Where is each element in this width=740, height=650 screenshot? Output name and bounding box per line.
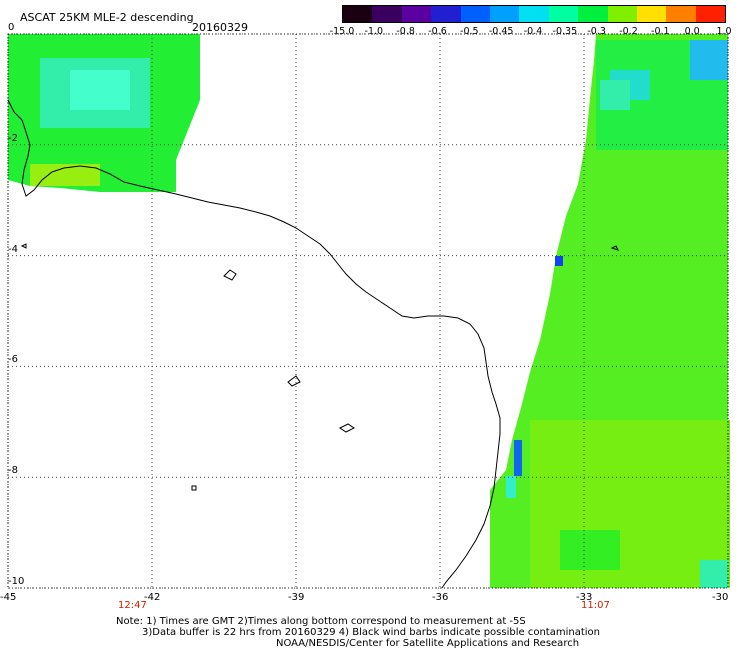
color-scale-label: -0.4 xyxy=(523,26,543,37)
color-scale-segment xyxy=(460,6,490,22)
color-scale-label: -0.8 xyxy=(396,26,415,37)
color-scale-label: -0.5 xyxy=(460,26,479,37)
color-scale-label: -1.0 xyxy=(364,26,384,37)
color-scale-segment xyxy=(666,6,696,22)
latitude-tick-label: -4 xyxy=(8,243,18,255)
swath-patch xyxy=(600,80,630,110)
plot-border xyxy=(7,33,729,589)
color-scale-label: 0.0 xyxy=(684,26,700,37)
color-scale-segment xyxy=(636,6,667,22)
color-scale-segment xyxy=(431,6,461,22)
color-scale-label: -0.2 xyxy=(619,26,638,37)
swath-patch xyxy=(700,560,728,588)
longitude-tick-label: -45 xyxy=(0,592,17,603)
coastline xyxy=(7,99,501,589)
longitude-tick-label: -42 xyxy=(144,592,161,603)
color-scale-segment xyxy=(607,6,637,22)
island-6 xyxy=(610,245,619,251)
color-scale-label: -0.6 xyxy=(428,26,447,37)
color-scale-label: -15.0 xyxy=(329,26,355,37)
credit-line: NOAA/NESDIS/Center for Satellite Applica… xyxy=(276,638,580,649)
swath-patch xyxy=(506,476,516,498)
longitude-tick-label: -30 xyxy=(712,592,729,603)
color-scale-segment xyxy=(343,6,373,22)
color-scale-label: -0.1 xyxy=(651,26,670,37)
latitude-tick-label: -8 xyxy=(8,465,18,477)
color-scale-segment xyxy=(489,6,520,22)
swath-patch xyxy=(690,40,728,80)
latitude-tick-label: -6 xyxy=(8,354,18,366)
plot-frame xyxy=(7,33,729,589)
island-5 xyxy=(20,243,27,249)
color-scale-segment xyxy=(519,6,549,22)
color-scale-segment xyxy=(578,6,608,22)
time-label-left: 12:47 xyxy=(118,600,147,611)
map-date: 20160329 xyxy=(192,21,248,34)
color-scale-label: 1.0 xyxy=(716,26,732,37)
color-scale-segment xyxy=(548,6,579,22)
swath-patch xyxy=(514,440,522,476)
color-scale-label: -0.3 xyxy=(587,26,606,37)
note-line-2: 3)Data buffer is 22 hrs from 20160329 4)… xyxy=(142,627,600,638)
swath-patch xyxy=(555,256,563,266)
island-4 xyxy=(191,485,197,491)
time-label-right: 11:07 xyxy=(581,600,610,611)
longitude-tick-label: -33 xyxy=(576,592,593,603)
longitude-tick-label: -39 xyxy=(288,592,305,603)
swath-patch xyxy=(30,164,100,186)
color-scale-segment xyxy=(401,6,432,22)
latitude-tick-label: -10 xyxy=(8,576,25,587)
color-scale-segment xyxy=(695,6,726,22)
island-1 xyxy=(223,269,237,281)
color-scale-labels: -15.0 -1.0 -0.8 -0.6 -0.5 -0.45 -0.4 -0.35 -0.3 -… xyxy=(329,26,734,38)
color-scale-segment xyxy=(372,6,402,22)
latitude-tick-label: -2 xyxy=(8,132,18,144)
scatterometer-swaths xyxy=(8,34,730,588)
swath-patch xyxy=(70,70,130,110)
note-line-1: Note: 1) Times are GMT 2)Times along bot… xyxy=(116,616,526,627)
map-title: ASCAT 25KM MLE-2 descending xyxy=(20,11,194,24)
swath-patch xyxy=(560,530,620,570)
latitude-tick-label: 0 xyxy=(8,22,15,33)
longitude-tick-label: -36 xyxy=(432,592,449,603)
color-scale-label: -0.35 xyxy=(552,26,578,37)
color-scale-bar xyxy=(342,5,726,23)
island-2 xyxy=(287,375,301,387)
island-3 xyxy=(339,423,355,433)
color-scale-label: -0.45 xyxy=(488,26,514,37)
